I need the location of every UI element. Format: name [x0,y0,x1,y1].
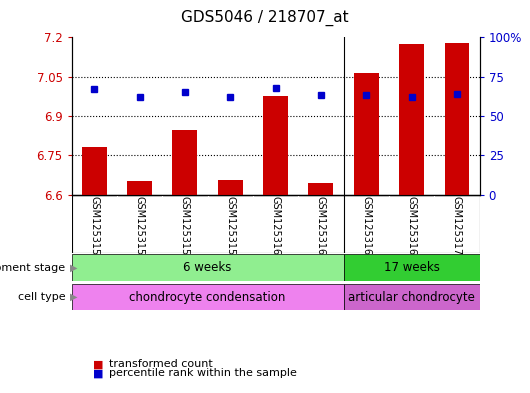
Bar [263,96,288,195]
Text: GDS5046 / 218707_at: GDS5046 / 218707_at [181,10,349,26]
Text: GSM1253169: GSM1253169 [407,196,417,262]
Text: GSM1253159: GSM1253159 [225,196,235,262]
Text: ▶: ▶ [70,263,77,273]
Text: GSM1253158: GSM1253158 [180,196,190,262]
Text: GSM1253161: GSM1253161 [316,196,326,262]
FancyBboxPatch shape [343,284,480,310]
Bar [82,147,107,195]
Text: transformed count: transformed count [109,359,213,369]
FancyBboxPatch shape [72,254,343,281]
FancyBboxPatch shape [343,254,480,281]
Text: GSM1253170: GSM1253170 [452,196,462,262]
Bar [399,44,424,195]
Text: ■: ■ [93,368,103,378]
Text: GSM1253168: GSM1253168 [361,196,372,262]
Text: GSM1253160: GSM1253160 [271,196,280,262]
Text: percentile rank within the sample: percentile rank within the sample [109,368,296,378]
Text: ■: ■ [93,359,103,369]
Bar [445,42,470,195]
Bar [218,180,243,195]
Text: GSM1253157: GSM1253157 [135,196,145,262]
FancyBboxPatch shape [72,284,343,310]
Bar [172,130,197,195]
Bar [354,73,379,195]
Bar [127,182,152,195]
Bar [308,183,333,195]
Text: 17 weeks: 17 weeks [384,261,439,274]
Text: ▶: ▶ [70,292,77,302]
Text: articular chondrocyte: articular chondrocyte [348,290,475,304]
Text: development stage: development stage [0,263,69,273]
Text: 6 weeks: 6 weeks [183,261,232,274]
Text: cell type: cell type [18,292,69,302]
Text: GSM1253156: GSM1253156 [89,196,99,262]
Text: chondrocyte condensation: chondrocyte condensation [129,290,286,304]
